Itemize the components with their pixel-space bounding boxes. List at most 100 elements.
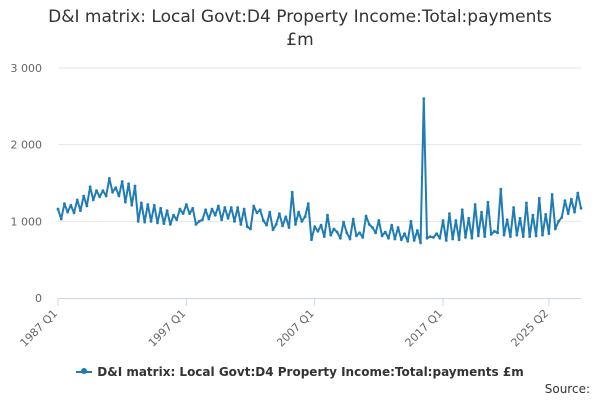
data-point[interactable] — [149, 219, 153, 223]
data-point[interactable] — [188, 212, 191, 216]
data-point[interactable] — [380, 234, 384, 238]
data-point[interactable] — [537, 196, 541, 200]
data-point[interactable] — [210, 207, 214, 211]
data-point[interactable] — [277, 212, 281, 216]
data-point[interactable] — [194, 223, 198, 226]
data-point[interactable] — [316, 229, 320, 233]
data-point[interactable] — [383, 230, 387, 234]
data-point[interactable] — [66, 210, 70, 214]
data-point[interactable] — [573, 210, 576, 214]
data-series[interactable] — [56, 97, 583, 245]
data-point[interactable] — [428, 235, 432, 239]
data-point[interactable] — [178, 207, 182, 211]
data-point[interactable] — [409, 219, 413, 223]
data-point[interactable] — [332, 227, 336, 231]
data-point[interactable] — [441, 219, 445, 222]
data-point[interactable] — [207, 217, 211, 221]
data-point[interactable] — [63, 202, 66, 206]
data-point[interactable] — [566, 212, 570, 216]
data-point[interactable] — [213, 213, 217, 217]
data-point[interactable] — [355, 234, 358, 238]
data-point[interactable] — [438, 236, 442, 240]
data-point[interactable] — [287, 226, 291, 229]
data-point[interactable] — [249, 227, 252, 231]
data-point[interactable] — [156, 221, 159, 225]
data-point[interactable] — [371, 226, 374, 229]
data-point[interactable] — [345, 231, 349, 235]
data-point[interactable] — [75, 198, 79, 202]
data-point[interactable] — [390, 223, 394, 227]
data-point[interactable] — [448, 212, 451, 216]
data-point[interactable] — [496, 231, 499, 235]
data-point[interactable] — [79, 209, 82, 213]
data-point[interactable] — [294, 223, 297, 226]
data-point[interactable] — [505, 218, 509, 222]
data-point[interactable] — [300, 219, 304, 223]
data-point[interactable] — [200, 218, 204, 222]
data-point[interactable] — [313, 225, 317, 229]
data-point[interactable] — [361, 236, 365, 239]
data-point[interactable] — [146, 203, 150, 206]
data-point[interactable] — [460, 208, 464, 212]
data-point[interactable] — [509, 235, 512, 239]
data-point[interactable] — [367, 223, 371, 226]
data-point[interactable] — [399, 238, 403, 242]
data-point[interactable] — [175, 218, 179, 222]
data-point[interactable] — [255, 211, 259, 215]
data-point[interactable] — [550, 193, 554, 196]
legend[interactable]: D&I matrix: Local Govt:D4 Property Incom… — [0, 365, 600, 379]
data-point[interactable] — [261, 219, 265, 222]
data-point[interactable] — [560, 216, 564, 219]
data-point[interactable] — [220, 218, 224, 222]
data-point[interactable] — [191, 206, 195, 210]
data-point[interactable] — [217, 204, 220, 208]
data-point[interactable] — [239, 223, 243, 226]
data-point[interactable] — [489, 232, 493, 236]
data-point[interactable] — [172, 213, 175, 217]
data-point[interactable] — [544, 213, 548, 216]
data-point[interactable] — [335, 230, 339, 234]
data-point[interactable] — [464, 236, 467, 239]
data-point[interactable] — [133, 184, 137, 188]
data-point[interactable] — [351, 217, 355, 221]
data-point[interactable] — [470, 236, 474, 240]
data-point[interactable] — [422, 97, 426, 101]
data-point[interactable] — [56, 207, 60, 211]
data-point[interactable] — [338, 236, 342, 240]
data-point[interactable] — [271, 228, 275, 232]
data-point[interactable] — [120, 180, 124, 183]
data-point[interactable] — [95, 189, 98, 193]
data-point[interactable] — [557, 219, 560, 223]
data-point[interactable] — [252, 204, 256, 208]
data-point[interactable] — [432, 236, 435, 239]
data-point[interactable] — [114, 186, 118, 190]
data-point[interactable] — [229, 206, 233, 209]
data-point[interactable] — [528, 235, 532, 239]
data-point[interactable] — [406, 239, 410, 243]
data-point[interactable] — [223, 206, 227, 209]
data-point[interactable] — [104, 194, 108, 198]
data-point[interactable] — [319, 223, 323, 227]
data-point[interactable] — [265, 223, 268, 227]
data-point[interactable] — [579, 206, 583, 210]
data-point[interactable] — [152, 203, 156, 207]
data-point[interactable] — [284, 215, 288, 219]
data-point[interactable] — [136, 219, 140, 223]
data-point[interactable] — [425, 236, 429, 240]
data-point[interactable] — [107, 177, 111, 180]
data-point[interactable] — [326, 213, 329, 217]
data-point[interactable] — [374, 231, 378, 235]
data-point[interactable] — [534, 234, 538, 238]
data-point[interactable] — [492, 229, 496, 233]
data-point[interactable] — [242, 207, 246, 211]
data-point[interactable] — [85, 204, 89, 208]
data-point[interactable] — [69, 203, 73, 207]
data-point[interactable] — [454, 219, 458, 222]
data-point[interactable] — [111, 190, 114, 194]
data-point[interactable] — [82, 194, 86, 198]
data-point[interactable] — [258, 208, 262, 212]
data-point[interactable] — [281, 224, 284, 228]
data-point[interactable] — [476, 234, 480, 238]
data-point[interactable] — [525, 201, 528, 205]
data-point[interactable] — [512, 206, 516, 209]
